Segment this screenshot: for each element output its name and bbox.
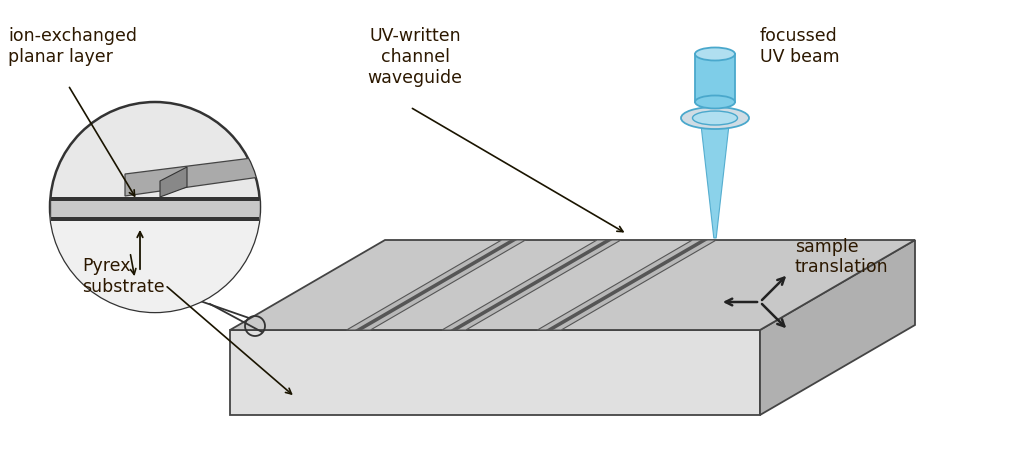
Ellipse shape xyxy=(695,48,735,60)
Circle shape xyxy=(50,102,260,312)
Polygon shape xyxy=(546,240,708,330)
Polygon shape xyxy=(230,330,760,415)
Polygon shape xyxy=(50,199,260,219)
Polygon shape xyxy=(355,240,517,330)
Polygon shape xyxy=(50,217,260,322)
Ellipse shape xyxy=(681,107,749,129)
Polygon shape xyxy=(537,240,716,330)
Ellipse shape xyxy=(695,96,735,108)
Text: focussed
UV beam: focussed UV beam xyxy=(760,27,840,66)
Polygon shape xyxy=(230,240,915,330)
Text: Pyrex
substrate: Pyrex substrate xyxy=(82,257,165,296)
Text: ion-exchanged
planar layer: ion-exchanged planar layer xyxy=(8,27,137,66)
Polygon shape xyxy=(347,240,526,330)
Text: UV-written
channel
waveguide: UV-written channel waveguide xyxy=(367,27,463,86)
Polygon shape xyxy=(125,157,260,196)
Polygon shape xyxy=(701,125,729,238)
Polygon shape xyxy=(442,240,620,330)
Ellipse shape xyxy=(693,111,737,125)
Polygon shape xyxy=(160,167,187,197)
Polygon shape xyxy=(50,217,260,221)
Polygon shape xyxy=(760,240,915,415)
Polygon shape xyxy=(50,197,260,201)
Text: sample
translation: sample translation xyxy=(795,238,889,276)
Polygon shape xyxy=(451,240,612,330)
Bar xyxy=(695,54,735,102)
